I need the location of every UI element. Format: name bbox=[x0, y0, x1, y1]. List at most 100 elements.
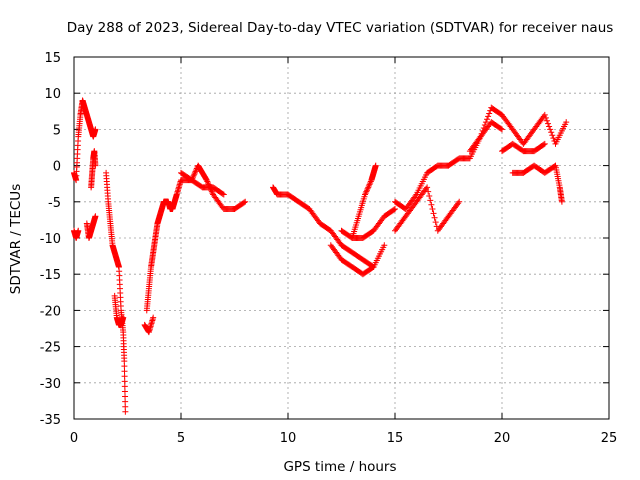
data-point bbox=[370, 263, 377, 270]
data-point bbox=[563, 119, 570, 126]
data-point bbox=[546, 123, 553, 130]
data-point bbox=[192, 168, 199, 175]
x-tick-label: 15 bbox=[387, 431, 404, 446]
x-tick-label: 10 bbox=[280, 431, 297, 446]
data-point bbox=[208, 188, 215, 195]
y-tick-label: -25 bbox=[40, 341, 61, 356]
x-tick-label: 0 bbox=[70, 431, 78, 446]
data-point bbox=[372, 162, 379, 169]
data-point bbox=[188, 177, 195, 184]
data-point bbox=[204, 178, 211, 185]
data-point bbox=[499, 126, 505, 133]
x-tick-label: 20 bbox=[494, 431, 511, 446]
data-point bbox=[121, 388, 128, 395]
y-tick-label: -20 bbox=[40, 304, 61, 319]
data-point bbox=[540, 141, 547, 148]
y-tick-label: -35 bbox=[40, 413, 61, 428]
y-tick-label: -15 bbox=[40, 268, 61, 283]
data-point bbox=[122, 393, 129, 400]
data-point bbox=[548, 129, 555, 136]
data-point bbox=[189, 175, 196, 182]
data-point bbox=[364, 185, 371, 192]
data-point bbox=[558, 198, 565, 205]
y-tick-label: -5 bbox=[48, 196, 61, 211]
data-point bbox=[427, 197, 434, 204]
data-point bbox=[362, 190, 369, 197]
x-axis-label: GPS time / hours bbox=[283, 459, 396, 475]
data-point bbox=[480, 124, 487, 131]
data-point bbox=[550, 135, 557, 142]
data-point bbox=[190, 172, 197, 179]
data-point bbox=[390, 206, 397, 213]
y-tick-label: 5 bbox=[53, 123, 61, 138]
data-point bbox=[429, 206, 436, 213]
x-tick-label: 25 bbox=[601, 431, 618, 446]
data-point bbox=[547, 126, 554, 133]
data-point bbox=[206, 184, 213, 191]
data-point bbox=[431, 214, 438, 221]
data-point bbox=[92, 162, 99, 169]
data-point bbox=[191, 171, 198, 178]
data-point bbox=[428, 201, 435, 208]
y-tick-label: 15 bbox=[44, 51, 61, 66]
data-point bbox=[432, 219, 439, 226]
data-point bbox=[122, 408, 129, 415]
data-point bbox=[121, 368, 128, 375]
chart-title: Day 288 of 2023, Sidereal Day-to-day VTE… bbox=[67, 20, 614, 36]
data-point bbox=[121, 373, 128, 380]
data-point bbox=[206, 182, 213, 189]
data-point bbox=[392, 206, 398, 213]
data-point bbox=[121, 358, 128, 365]
data-point bbox=[478, 130, 485, 137]
data-point bbox=[122, 398, 129, 405]
data-point bbox=[121, 383, 128, 390]
data-point bbox=[219, 190, 226, 197]
data-points bbox=[71, 97, 570, 415]
data-point bbox=[545, 120, 552, 127]
data-point bbox=[543, 117, 550, 124]
data-point bbox=[455, 200, 462, 207]
data-point bbox=[497, 125, 504, 132]
data-point bbox=[549, 132, 556, 139]
data-point bbox=[486, 110, 493, 117]
data-point bbox=[208, 187, 215, 194]
data-point bbox=[456, 198, 463, 205]
data-point bbox=[363, 187, 370, 194]
data-point bbox=[484, 116, 491, 123]
data-point bbox=[424, 184, 431, 191]
data-point bbox=[482, 119, 489, 126]
data-point bbox=[205, 181, 212, 188]
data-point bbox=[362, 191, 369, 198]
data-point bbox=[541, 140, 548, 147]
data-point bbox=[220, 191, 227, 198]
data-point bbox=[430, 210, 437, 217]
data-point bbox=[481, 122, 488, 129]
data-point bbox=[122, 403, 129, 410]
data-point bbox=[207, 185, 214, 192]
y-tick-label: 10 bbox=[44, 87, 61, 102]
y-tick-label: -10 bbox=[40, 232, 61, 247]
data-point bbox=[551, 163, 558, 170]
data-point bbox=[477, 133, 484, 140]
data-point bbox=[150, 314, 157, 321]
data-point bbox=[369, 264, 376, 271]
data-point bbox=[425, 188, 432, 195]
data-point bbox=[92, 126, 99, 133]
data-point bbox=[476, 135, 483, 142]
grid-lines bbox=[74, 57, 609, 419]
data-point bbox=[366, 181, 373, 188]
data-point bbox=[412, 193, 419, 200]
data-point bbox=[381, 242, 388, 249]
data-point bbox=[92, 213, 99, 220]
data-point bbox=[191, 169, 198, 176]
data-point bbox=[363, 188, 370, 195]
data-point bbox=[121, 378, 128, 385]
data-point bbox=[365, 182, 372, 189]
data-point bbox=[365, 184, 372, 191]
y-tick-label: -30 bbox=[40, 377, 61, 392]
data-point bbox=[204, 179, 211, 186]
axis-ticks: 0 5 10 15 20 25 15 10 5 0 -5 -10 -15 -20 -25 -30 -35 bbox=[40, 51, 618, 446]
data-point bbox=[242, 198, 249, 205]
